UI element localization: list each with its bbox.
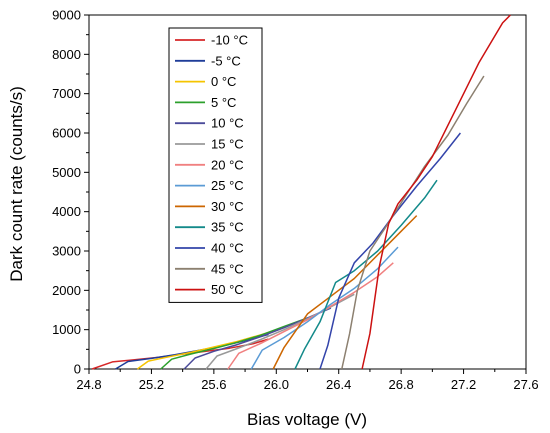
series-line-7 (250, 246, 399, 370)
series-line-9 (294, 179, 438, 370)
x-tick-label: 27.2 (451, 377, 476, 392)
y-tick-label: 2000 (52, 283, 81, 298)
legend-entry-label: 20 °C (211, 157, 244, 172)
series-line-10 (319, 132, 461, 370)
x-tick-label: 27.6 (513, 377, 538, 392)
series-layer (91, 14, 511, 370)
series-line-8 (272, 215, 418, 370)
legend-entry-label: 0 °C (211, 74, 236, 89)
legend-entry-label: 50 °C (211, 282, 244, 297)
series-line-6 (227, 262, 394, 370)
y-tick-label: 0 (74, 362, 81, 377)
legend-entry-label: 25 °C (211, 178, 244, 193)
x-tick-label: 26.4 (326, 377, 351, 392)
y-tick-label: 4000 (52, 204, 81, 219)
y-axis-title: Dark count rate (counts/s) (7, 86, 26, 282)
series-line-12 (361, 14, 511, 370)
x-tick-label: 25.6 (201, 377, 226, 392)
legend-entry-label: 30 °C (211, 199, 244, 214)
legend-entry-label: 15 °C (211, 137, 244, 152)
y-tick-label: 6000 (52, 126, 81, 141)
x-tick-label: 26.8 (388, 377, 413, 392)
x-tick-label: 26.0 (264, 377, 289, 392)
plot-area (88, 14, 527, 370)
series-line-3 (160, 317, 308, 370)
y-tick-label: 3000 (52, 244, 81, 259)
legend-entry-label: -5 °C (211, 53, 241, 68)
x-axis-title: Bias voltage (V) (247, 410, 367, 429)
x-tick-label: 25.2 (139, 377, 164, 392)
legend-entry-label: 40 °C (211, 241, 244, 256)
y-tick-label: 5000 (52, 165, 81, 180)
y-tick-label: 9000 (52, 8, 81, 23)
y-tick-label: 1000 (52, 322, 81, 337)
legend: -10 °C -5 °C 0 °C 5 °C 10 °C 15 °C 20 °C 25 °C 3… (168, 27, 263, 303)
x-tick-label: 24.8 (76, 377, 101, 392)
series-line-11 (341, 75, 485, 370)
legend-entry-label: 35 °C (211, 220, 244, 235)
legend-entry-label: 45 °C (211, 261, 244, 276)
y-tick-label: 8000 (52, 47, 81, 62)
legend-entry-label: 10 °C (211, 116, 244, 131)
y-tick-label: 7000 (52, 86, 81, 101)
legend-entry-label: -10 °C (211, 33, 248, 48)
axes-layer: 24.8 25.2 25.6 26.0 26.4 26.8 27.2 27.6 0 1000 200… (52, 8, 539, 393)
legend-entry-label: 5 °C (211, 95, 236, 110)
plot-frame (88, 14, 527, 370)
